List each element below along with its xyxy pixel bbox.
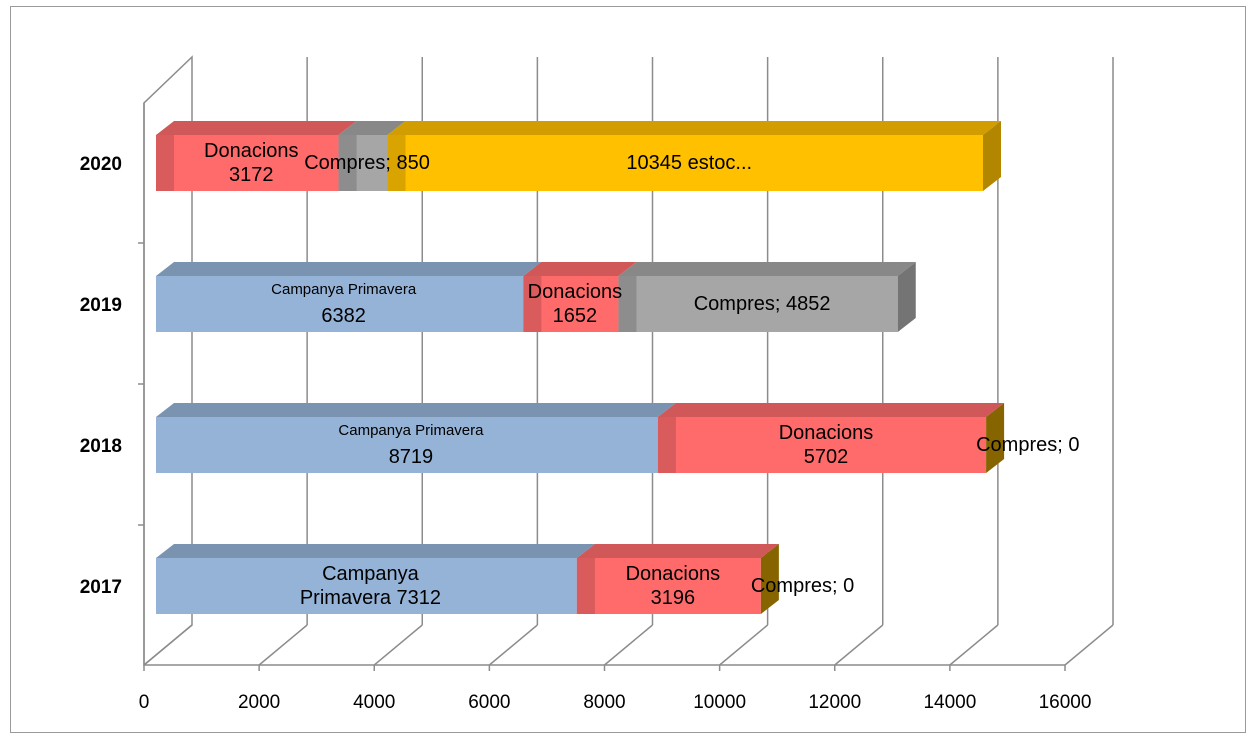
x-tick-label: 8000 — [583, 692, 625, 713]
data-label: Compres; 0 — [751, 575, 854, 597]
data-label: Campanya Primavera — [338, 422, 484, 439]
bar-segment-2020-s1 — [156, 135, 339, 191]
bar-top-face — [618, 262, 916, 276]
floor-gridline — [949, 624, 999, 666]
bar-segment-2019-s0 — [156, 276, 524, 332]
data-label: Donacions — [626, 563, 721, 585]
x-tick-label: 2000 — [238, 692, 280, 713]
bar-end-face — [760, 544, 779, 614]
bar-segment-2020-s4 — [387, 135, 984, 191]
category-label-2017: 2017 — [80, 577, 122, 598]
data-label: 5702 — [804, 446, 849, 468]
bar-joint — [338, 135, 357, 191]
bar-segment-2017-s1 — [576, 558, 761, 614]
floor-gridline — [373, 624, 423, 666]
bar-top-face — [156, 544, 595, 558]
bar-segment-2019-s3 — [618, 276, 898, 332]
data-label: Primavera 7312 — [300, 587, 441, 609]
data-label: Compres; 0 — [976, 434, 1079, 456]
bar-segment-2018-s0 — [156, 417, 658, 473]
data-label: 3196 — [651, 587, 696, 609]
category-label-2020: 2020 — [80, 154, 122, 175]
data-label: 3172 — [229, 164, 274, 186]
floor-gridline — [604, 624, 653, 666]
bar-end-face — [983, 121, 1002, 191]
floor-gridline — [488, 624, 538, 666]
data-label: Campanya — [322, 563, 420, 585]
bar-top-face — [387, 121, 1002, 135]
bar-top-face — [338, 121, 406, 135]
bar-top-face — [576, 544, 779, 558]
bar-top-face — [523, 262, 637, 276]
category-label-2018: 2018 — [80, 436, 122, 457]
bar-joint — [657, 417, 676, 473]
x-tick-label: 16000 — [1039, 692, 1092, 713]
x-tick-label: 0 — [139, 692, 150, 713]
floor-gridline — [143, 624, 193, 666]
bar-end-face — [986, 403, 1005, 473]
floor-gridline — [834, 624, 884, 666]
bar-top-face — [657, 403, 1005, 417]
data-label: Donacions — [779, 422, 874, 444]
data-label: 1652 — [553, 305, 598, 327]
x-tick-label: 6000 — [468, 692, 510, 713]
floor-gridline — [258, 624, 308, 666]
floor-gridline — [1064, 624, 1114, 666]
data-label: Compres; 4852 — [694, 293, 831, 315]
data-label: Donacions — [528, 281, 623, 303]
x-tick-label: 14000 — [923, 692, 976, 713]
bar-joint — [156, 135, 174, 191]
bar-top-face — [156, 262, 542, 276]
bar-segment-2018-s1 — [657, 417, 987, 473]
data-label: 6382 — [321, 305, 366, 327]
bar-top-face — [156, 403, 676, 417]
x-tick-label: 12000 — [808, 692, 861, 713]
data-label: 8719 — [389, 446, 434, 468]
x-tick-label: 4000 — [353, 692, 395, 713]
bar-end-face — [897, 262, 916, 332]
data-label: Compres; 850 — [304, 152, 430, 174]
data-label: Campanya Primavera — [271, 281, 417, 298]
x-tick-label: 10000 — [693, 692, 746, 713]
bar-joint — [387, 135, 406, 191]
bar-top-face — [156, 121, 357, 135]
bar-joint — [523, 276, 542, 332]
bar-joint — [576, 558, 595, 614]
bar-segment-2017-s0 — [156, 558, 577, 614]
data-label: Donacions — [204, 140, 299, 162]
category-label-2019: 2019 — [80, 295, 122, 316]
data-label: 10345 estoc... — [626, 152, 752, 174]
bar-joint — [618, 276, 637, 332]
floor-gridline — [719, 624, 769, 666]
